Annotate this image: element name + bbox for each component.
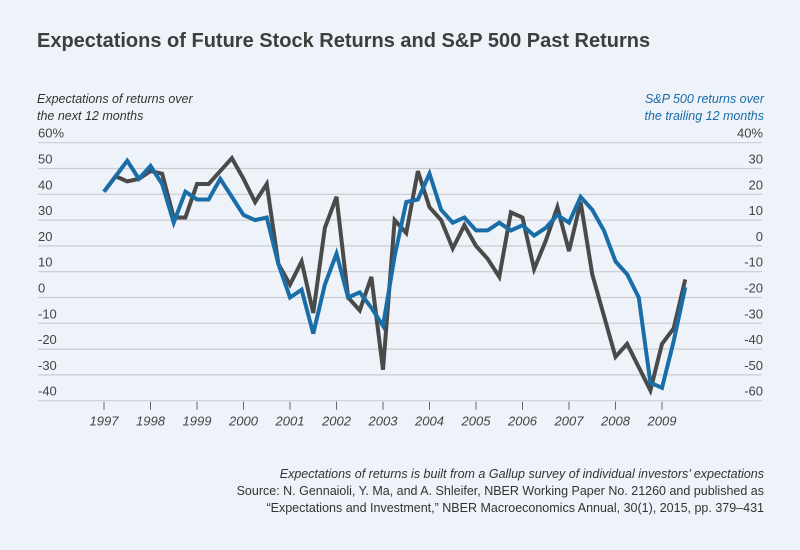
left-tick-label: -20 bbox=[38, 332, 57, 347]
x-tick-label: 1998 bbox=[136, 414, 166, 429]
x-tick-label: 2005 bbox=[461, 414, 492, 429]
chart-notes: Expectations of returns is built from a … bbox=[237, 466, 764, 517]
chart-title: Expectations of Future Stock Returns and… bbox=[37, 30, 651, 52]
right-tick-label: 40% bbox=[737, 126, 763, 141]
right-tick-label: 10 bbox=[749, 203, 763, 218]
x-tick-label: 1999 bbox=[183, 414, 212, 429]
left-tick-label: 10 bbox=[38, 255, 52, 270]
x-tick-label: 2001 bbox=[275, 414, 305, 429]
x-tick-label: 2004 bbox=[414, 414, 444, 429]
left-tick-label: 60% bbox=[38, 126, 64, 141]
right-tick-label: -20 bbox=[744, 281, 763, 296]
left-tick-label: 40 bbox=[38, 177, 52, 192]
note-publication: “Expectations and Investment,” NBER Macr… bbox=[266, 501, 764, 515]
x-tick-label: 2002 bbox=[321, 414, 352, 429]
left-tick-label: 20 bbox=[38, 229, 52, 244]
right-axis-label-line2: the trailing 12 months bbox=[644, 109, 764, 123]
right-tick-label: 20 bbox=[749, 177, 763, 192]
expectations-series-line bbox=[102, 154, 688, 397]
right-axis-label: S&P 500 returns over the trailing 12 mon… bbox=[644, 91, 764, 125]
left-tick-label: 0 bbox=[38, 281, 45, 296]
x-tick-label: 2003 bbox=[368, 414, 399, 429]
note-survey: Expectations of returns is built from a … bbox=[279, 467, 764, 481]
left-axis-label-line1: Expectations of returns over bbox=[37, 92, 193, 106]
sp500-series-line bbox=[102, 157, 688, 391]
x-tick-label: 2009 bbox=[647, 414, 677, 429]
x-tick-label: 2007 bbox=[554, 414, 585, 429]
x-tick-label: 2006 bbox=[507, 414, 538, 429]
right-tick-label: 30 bbox=[749, 152, 763, 167]
left-tick-label: 50 bbox=[38, 152, 52, 167]
right-tick-label: -10 bbox=[744, 255, 763, 270]
left-axis-label-line2: the next 12 months bbox=[37, 109, 144, 123]
x-tick-label: 2008 bbox=[600, 414, 631, 429]
left-tick-label: -10 bbox=[38, 306, 57, 321]
right-tick-label: -30 bbox=[744, 306, 763, 321]
right-tick-label: -40 bbox=[744, 332, 763, 347]
x-tick-label: 2000 bbox=[228, 414, 259, 429]
left-tick-label: -30 bbox=[38, 358, 57, 373]
left-axis-label: Expectations of returns over the next 12… bbox=[37, 91, 193, 125]
left-tick-label: -40 bbox=[38, 384, 57, 399]
right-tick-label: -60 bbox=[744, 384, 763, 399]
right-axis-label-line1: S&P 500 returns over bbox=[644, 92, 764, 106]
note-source: Source: N. Gennaioli, Y. Ma, and A. Shle… bbox=[236, 484, 764, 498]
right-tick-label: 0 bbox=[756, 229, 763, 244]
right-tick-label: -50 bbox=[744, 358, 763, 373]
left-tick-label: 30 bbox=[38, 203, 52, 218]
x-tick-label: 1997 bbox=[90, 414, 120, 429]
